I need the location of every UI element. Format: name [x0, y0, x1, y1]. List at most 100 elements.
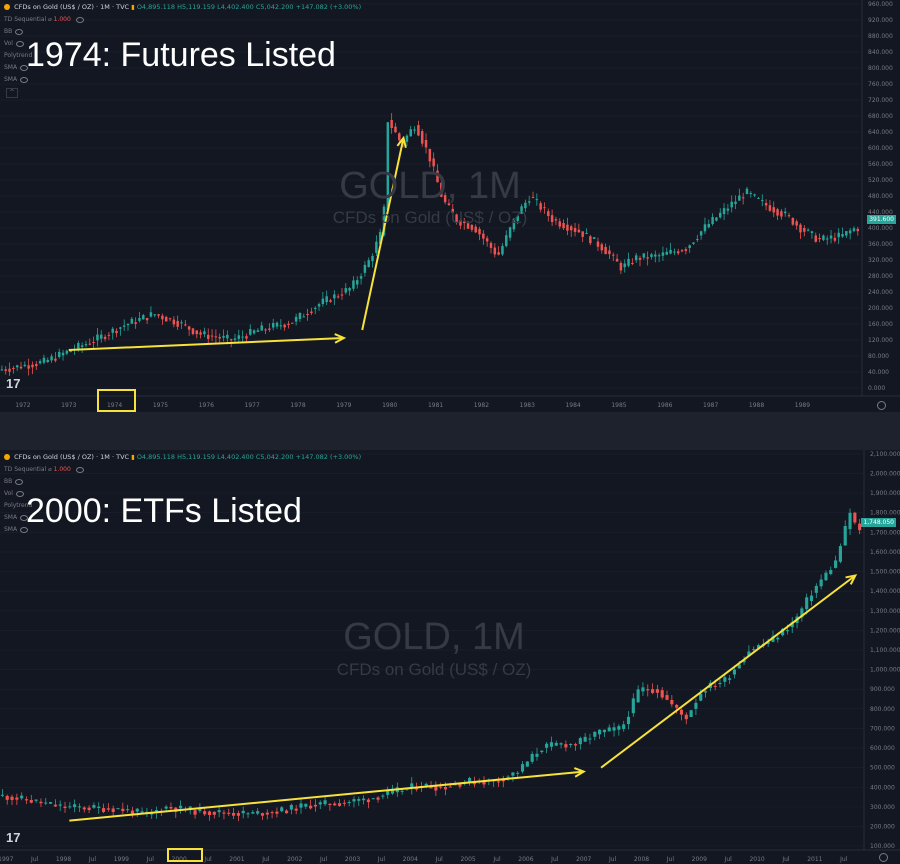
candle-body [212, 811, 216, 815]
eye-icon[interactable] [15, 28, 24, 35]
symbol-title[interactable]: CFDs on Gold (US$ / OZ) · 1M · TVC [14, 453, 130, 461]
indicator-bb[interactable]: BB [4, 478, 24, 485]
candle-body [627, 258, 630, 266]
candle-body [485, 238, 489, 242]
candle-body [378, 231, 382, 244]
candle-body [390, 788, 395, 794]
candle-body [119, 327, 122, 329]
candle-body [184, 324, 187, 326]
chart-canvas-1[interactable]: 960.000 920.000 880.000 840.000 800.000 760.0… [0, 0, 900, 412]
tradingview-logo[interactable]: 17 [6, 830, 21, 845]
eye-icon[interactable] [75, 16, 84, 23]
candle-body [97, 806, 101, 808]
eye-icon[interactable] [15, 490, 24, 497]
eye-icon[interactable] [20, 64, 29, 71]
candle-body [506, 776, 510, 778]
candle-body [210, 335, 214, 337]
settings-icon[interactable] [877, 401, 886, 410]
eye-icon[interactable] [20, 76, 29, 83]
candle-body [718, 682, 722, 684]
y-tick-label: 160.000 [868, 321, 893, 328]
y-tick-label: 960.000 [868, 1, 893, 8]
eye-icon[interactable] [15, 478, 24, 485]
y-tick-label: 800.000 [868, 65, 893, 72]
candle-body [413, 129, 416, 131]
candle-body [348, 288, 351, 291]
settings-icon[interactable] [879, 853, 888, 862]
candle-body [785, 630, 789, 632]
candle-body [304, 803, 308, 807]
eye-icon[interactable] [75, 466, 84, 473]
candle-body [592, 237, 596, 239]
candle-body [581, 231, 584, 237]
candle-body [617, 726, 621, 730]
candle-body [512, 218, 516, 230]
candle-body [436, 170, 439, 183]
candle-body [676, 251, 680, 254]
x-tick-label: 1988 [749, 402, 764, 409]
candle-body [145, 318, 149, 321]
candle-body [858, 523, 862, 531]
indicator-polytrend[interactable]: Polytrend [4, 52, 33, 59]
candle-body [524, 202, 527, 209]
candle-body [20, 795, 24, 799]
indicator-sma[interactable]: SMA [4, 514, 29, 521]
candle-body [646, 689, 650, 691]
flag-icon[interactable]: ▮ [131, 453, 137, 461]
candle-body [680, 250, 684, 252]
x-tick-label: Jul [261, 856, 270, 863]
candle-body [497, 252, 500, 255]
indicator-bb[interactable]: BB [4, 28, 24, 35]
indicator-td-sequential[interactable]: TD Sequential ⌀ 1.000 [4, 16, 84, 23]
candle-body [558, 221, 562, 227]
candle-body [400, 790, 404, 792]
candle-body [352, 280, 355, 289]
indicator-vol[interactable]: Vol [4, 490, 24, 497]
y-tick-label: 600.000 [870, 745, 895, 752]
y-tick-label: 440.000 [868, 209, 893, 216]
candle-body [256, 811, 260, 814]
candle-body [623, 263, 626, 268]
candle-body [329, 300, 332, 302]
x-tick-label: 2009 [692, 856, 707, 863]
candle-body [313, 307, 317, 309]
candle-body [84, 344, 88, 346]
candle-body [439, 786, 443, 788]
x-tick-label: Jul [839, 856, 848, 863]
candle-body [10, 796, 14, 800]
chart-canvas-2[interactable]: 2,100.000 2,000.000 1,900.000 1,800.000 1,70… [0, 450, 900, 864]
candle-body [585, 233, 588, 235]
candle-body [325, 296, 328, 303]
eye-icon[interactable] [20, 514, 29, 521]
tradingview-logo[interactable]: 17 [6, 376, 21, 391]
candle-body [8, 368, 11, 372]
indicator-polytrend[interactable]: Polytrend [4, 502, 33, 509]
indicator-sma[interactable]: SMA [4, 64, 29, 71]
candle-body [328, 803, 332, 805]
candle-body [482, 781, 486, 785]
candle-body [432, 158, 435, 167]
collapse-legend-button[interactable]: ^ [6, 88, 18, 98]
eye-icon[interactable] [15, 40, 24, 47]
candle-body [527, 201, 531, 203]
candle-body [4, 369, 7, 371]
candle-body [598, 729, 602, 735]
candle-body [699, 231, 703, 236]
eye-icon[interactable] [20, 526, 29, 533]
flag-icon[interactable]: ▮ [131, 3, 137, 11]
symbol-title[interactable]: CFDs on Gold (US$ / OZ) · 1M · TVC [14, 3, 130, 11]
candle-body [530, 753, 534, 762]
candle-body [352, 799, 356, 802]
candle-body [310, 311, 313, 314]
highlight-box-2000 [167, 848, 203, 862]
candle-body [203, 811, 207, 815]
indicator-sma-2[interactable]: SMA [4, 76, 29, 83]
candle-body [179, 805, 183, 809]
candle-body [424, 783, 428, 786]
indicator-vol[interactable]: Vol [4, 40, 24, 47]
y-tick-label: 1,600.000 [870, 549, 900, 556]
candle-body [660, 690, 664, 698]
indicator-td-sequential[interactable]: TD Sequential ⌀ 1.000 [4, 466, 84, 473]
indicator-sma-2[interactable]: SMA [4, 526, 29, 533]
x-tick-label: 1977 [245, 402, 260, 409]
